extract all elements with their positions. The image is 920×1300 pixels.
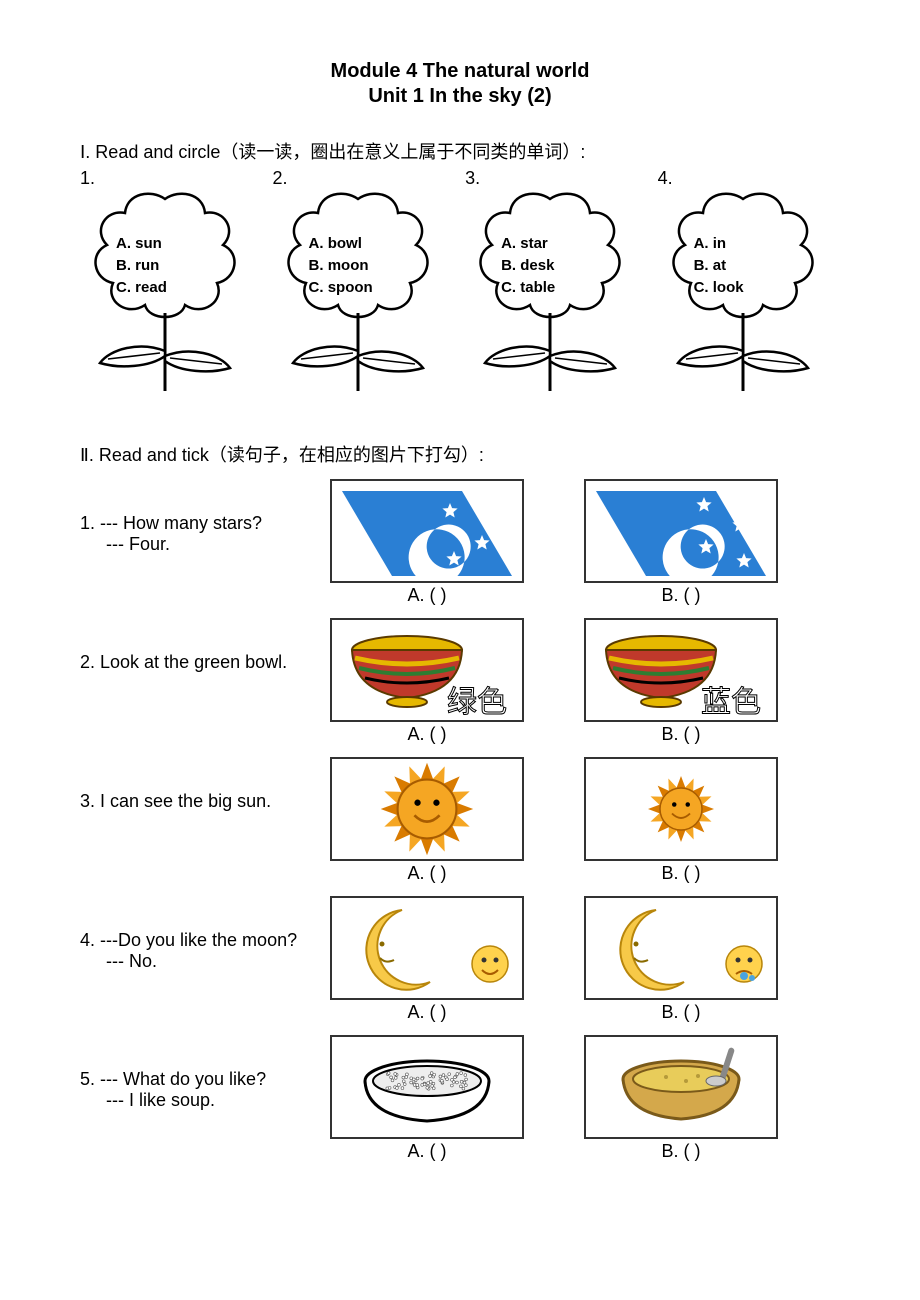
svg-text:蓝色: 蓝色 <box>701 686 761 719</box>
option-a-image <box>330 757 524 861</box>
option-a-image <box>330 896 524 1000</box>
question-row-5: 5. --- What do you like?--- I like soup.… <box>80 1035 840 1162</box>
section2-heading: Ⅱ. Read and tick（读句子，在相应的图片下打勾）: <box>80 441 840 467</box>
question-prompt: 5. --- What do you like?--- I like soup. <box>80 1035 330 1111</box>
question-prompt: 1. --- How many stars?--- Four. <box>80 479 330 555</box>
flower-number: 4. <box>658 168 673 189</box>
option-b[interactable]: B. ( ) <box>584 479 778 606</box>
option-b[interactable]: B. ( ) <box>584 757 778 884</box>
option-b-caption: B. ( ) <box>662 1141 701 1162</box>
question-row-2: 2. Look at the green bowl. 绿色 A. ( ) 蓝色 … <box>80 618 840 745</box>
question-text: 1. --- How many stars? <box>80 513 330 534</box>
option-a-caption: A. ( ) <box>408 724 447 745</box>
option-a[interactable]: A. ( ) <box>330 1035 524 1162</box>
option[interactable]: B. moon <box>309 255 373 277</box>
option[interactable]: A. in <box>694 233 744 255</box>
svg-text:绿色: 绿色 <box>447 686 507 719</box>
question-text: 2. Look at the green bowl. <box>80 652 330 673</box>
option-a[interactable]: A. ( ) <box>330 896 524 1023</box>
option-b[interactable]: B. ( ) <box>584 896 778 1023</box>
option-b-image <box>584 896 778 1000</box>
option[interactable]: B. desk <box>501 255 555 277</box>
flower-options: A. starB. deskC. table <box>501 233 555 298</box>
option[interactable]: A. sun <box>116 233 167 255</box>
question-row-1: 1. --- How many stars?--- Four. A. ( ) B… <box>80 479 840 606</box>
question-text: 3. I can see the big sun. <box>80 791 330 812</box>
section2-rows: 1. --- How many stars?--- Four. A. ( ) B… <box>80 479 840 1162</box>
option[interactable]: C. table <box>501 277 555 299</box>
option-a-image <box>330 479 524 583</box>
question-text: --- Four. <box>106 534 330 555</box>
question-text: 4. ---Do you like the moon? <box>80 930 330 951</box>
section1-heading: Ⅰ. Read and circle（读一读，圈出在意义上属于不同类的单词）: <box>80 138 840 164</box>
option-a[interactable]: A. ( ) <box>330 479 524 606</box>
option-b-caption: B. ( ) <box>662 1002 701 1023</box>
flower-3: 3. A. starB. deskC. table <box>465 168 647 401</box>
option-b[interactable]: 蓝色 B. ( ) <box>584 618 778 745</box>
flower-number: 3. <box>465 168 480 189</box>
question-row-4: 4. ---Do you like the moon?--- No. A. ( … <box>80 896 840 1023</box>
question-row-3: 3. I can see the big sun. A. ( ) B. ( ) <box>80 757 840 884</box>
flower-options: A. bowlB. moonC. spoon <box>309 233 373 298</box>
flower-1: 1. A. sunB. runC. read <box>80 168 262 401</box>
option[interactable]: C. read <box>116 277 167 299</box>
unit-title: Unit 1 In the sky (2) <box>80 85 840 108</box>
question-text: --- I like soup. <box>106 1090 330 1111</box>
flower-options: A. sunB. runC. read <box>116 233 167 298</box>
option-b[interactable]: B. ( ) <box>584 1035 778 1162</box>
flower-number: 1. <box>80 168 95 189</box>
option-a-caption: A. ( ) <box>408 1141 447 1162</box>
question-prompt: 4. ---Do you like the moon?--- No. <box>80 896 330 972</box>
option-a[interactable]: A. ( ) <box>330 757 524 884</box>
option-b-image <box>584 757 778 861</box>
option-a-caption: A. ( ) <box>408 863 447 884</box>
flower-2: 2. A. bowlB. moonC. spoon <box>273 168 455 401</box>
option-b-image <box>584 479 778 583</box>
option[interactable]: A. star <box>501 233 555 255</box>
flower-options: A. inB. atC. look <box>694 233 744 298</box>
section1-flowers: 1. A. sunB. runC. read 2. <box>80 168 840 401</box>
option[interactable]: A. bowl <box>309 233 373 255</box>
question-text: 5. --- What do you like? <box>80 1069 330 1090</box>
option[interactable]: B. at <box>694 255 744 277</box>
question-prompt: 3. I can see the big sun. <box>80 757 330 812</box>
option-b-image <box>584 1035 778 1139</box>
option-b-caption: B. ( ) <box>662 863 701 884</box>
option-b-image: 蓝色 <box>584 618 778 722</box>
module-title: Module 4 The natural world <box>80 60 840 83</box>
flower-number: 2. <box>273 168 288 189</box>
option[interactable]: C. look <box>694 277 744 299</box>
option-a-image <box>330 1035 524 1139</box>
flower-4: 4. A. inB. atC. look <box>658 168 840 401</box>
option-a-caption: A. ( ) <box>408 585 447 606</box>
option-a-caption: A. ( ) <box>408 1002 447 1023</box>
option-b-caption: B. ( ) <box>662 724 701 745</box>
option[interactable]: C. spoon <box>309 277 373 299</box>
option[interactable]: B. run <box>116 255 167 277</box>
question-prompt: 2. Look at the green bowl. <box>80 618 330 673</box>
option-a[interactable]: 绿色 A. ( ) <box>330 618 524 745</box>
question-text: --- No. <box>106 951 330 972</box>
option-a-image: 绿色 <box>330 618 524 722</box>
option-b-caption: B. ( ) <box>662 585 701 606</box>
